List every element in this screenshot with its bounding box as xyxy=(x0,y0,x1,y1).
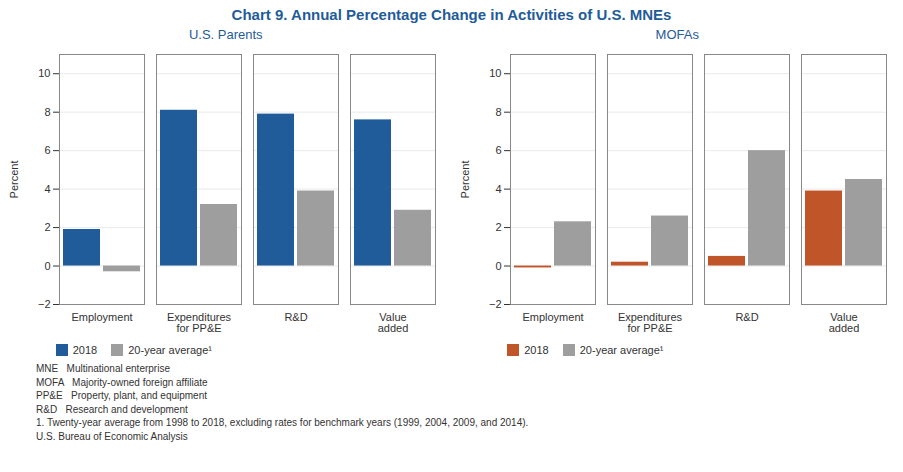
html-text:R&D Research and development: R&D Research and development xyxy=(36,403,188,415)
html-text:MNE Multinational enterprise: MNE Multinational enterprise xyxy=(36,363,170,374)
html-text:MOFA Majority-owned foreign af: MOFA Majority-owned foreign affiliate xyxy=(36,376,208,388)
svg-text:2: 2 xyxy=(44,221,50,233)
svg-text:Expendituresfor PP&E: Expendituresfor PP&E xyxy=(167,311,232,334)
svg-text:R&D: R&D xyxy=(284,311,307,323)
svg-text:6: 6 xyxy=(496,144,502,156)
svg-text:Valueadded: Valueadded xyxy=(377,311,408,334)
svg-text:0: 0 xyxy=(496,260,502,272)
html-text:PP&E Property, plant, and equi: PP&E Property, plant, and equipment xyxy=(36,390,207,401)
svg-text:Percent: Percent xyxy=(460,161,472,199)
html-text:U.S. Bureau of Economic Analys: U.S. Bureau of Economic Analysis xyxy=(36,430,188,442)
html-text:20-year average¹: 20-year average¹ xyxy=(128,344,212,356)
html-text:MOFAs: MOFAs xyxy=(655,27,699,42)
svg-text:4: 4 xyxy=(44,183,50,195)
svg-text:2: 2 xyxy=(496,221,502,233)
svg-text:−2: −2 xyxy=(489,298,502,310)
html-text:1. Twenty-year average from 19: 1. Twenty-year average from 1998 to 2018… xyxy=(36,417,529,428)
svg-text:Employment: Employment xyxy=(523,311,584,323)
html-text:U.S. Parents: U.S. Parents xyxy=(188,27,263,42)
html-text:Chart 9. Annual Percentage Cha: Chart 9. Annual Percentage Change in Act… xyxy=(231,6,672,23)
html-text:20-year average¹: 20-year average¹ xyxy=(579,344,664,356)
html-text:2018: 2018 xyxy=(524,344,549,356)
svg-text:Valueadded: Valueadded xyxy=(829,311,860,334)
svg-text:10: 10 xyxy=(490,67,502,79)
svg-text:4: 4 xyxy=(496,183,502,195)
svg-text:Expendituresfor PP&E: Expendituresfor PP&E xyxy=(618,311,683,334)
svg-text:6: 6 xyxy=(44,144,50,156)
html-text:2018: 2018 xyxy=(72,344,98,356)
svg-text:R&D: R&D xyxy=(736,311,759,323)
svg-text:Percent: Percent xyxy=(8,161,20,199)
svg-text:−2: −2 xyxy=(38,298,51,310)
svg-text:0: 0 xyxy=(44,260,50,272)
svg-text:10: 10 xyxy=(38,67,50,79)
svg-text:8: 8 xyxy=(496,106,502,118)
svg-text:8: 8 xyxy=(44,106,50,118)
svg-text:Employment: Employment xyxy=(71,311,132,323)
